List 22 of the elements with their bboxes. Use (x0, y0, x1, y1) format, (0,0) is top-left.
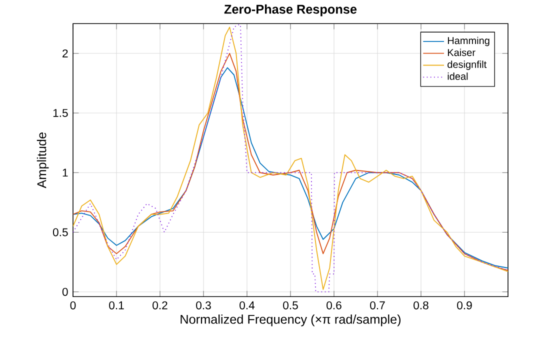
legend-label: ideal (448, 72, 468, 80)
y-axis-title: Amplitude (36, 132, 49, 188)
legend-label: Kaiser (448, 48, 476, 56)
x-tick-label: 0.1 (109, 302, 124, 310)
y-tick-label: 0 (62, 288, 68, 296)
x-axis-title: Normalized Frequency (×π rad/sample) (180, 314, 401, 326)
x-tick-label: 0.9 (457, 302, 472, 310)
x-tick-label: 0.8 (414, 302, 428, 310)
y-tick-label: 2 (62, 50, 68, 58)
x-tick-label: 0.5 (283, 302, 298, 310)
x-tick-label: 0.3 (196, 302, 211, 310)
y-tick-label: 1.5 (53, 109, 68, 118)
y-tick-label: 1 (62, 168, 68, 177)
x-tick-label: 0.7 (370, 302, 385, 310)
x-tick-label: 0.2 (152, 302, 168, 310)
x-tick-label: 0.6 (326, 302, 342, 310)
legend-label: designfilt (448, 60, 487, 70)
chart-title: Zero-Phase Response (224, 4, 357, 16)
legend-label: Hamming (448, 37, 490, 46)
x-tick-label: 0 (70, 302, 76, 310)
x-tick-label: 0.4 (240, 302, 255, 310)
y-tick-label: 0.5 (52, 228, 68, 236)
